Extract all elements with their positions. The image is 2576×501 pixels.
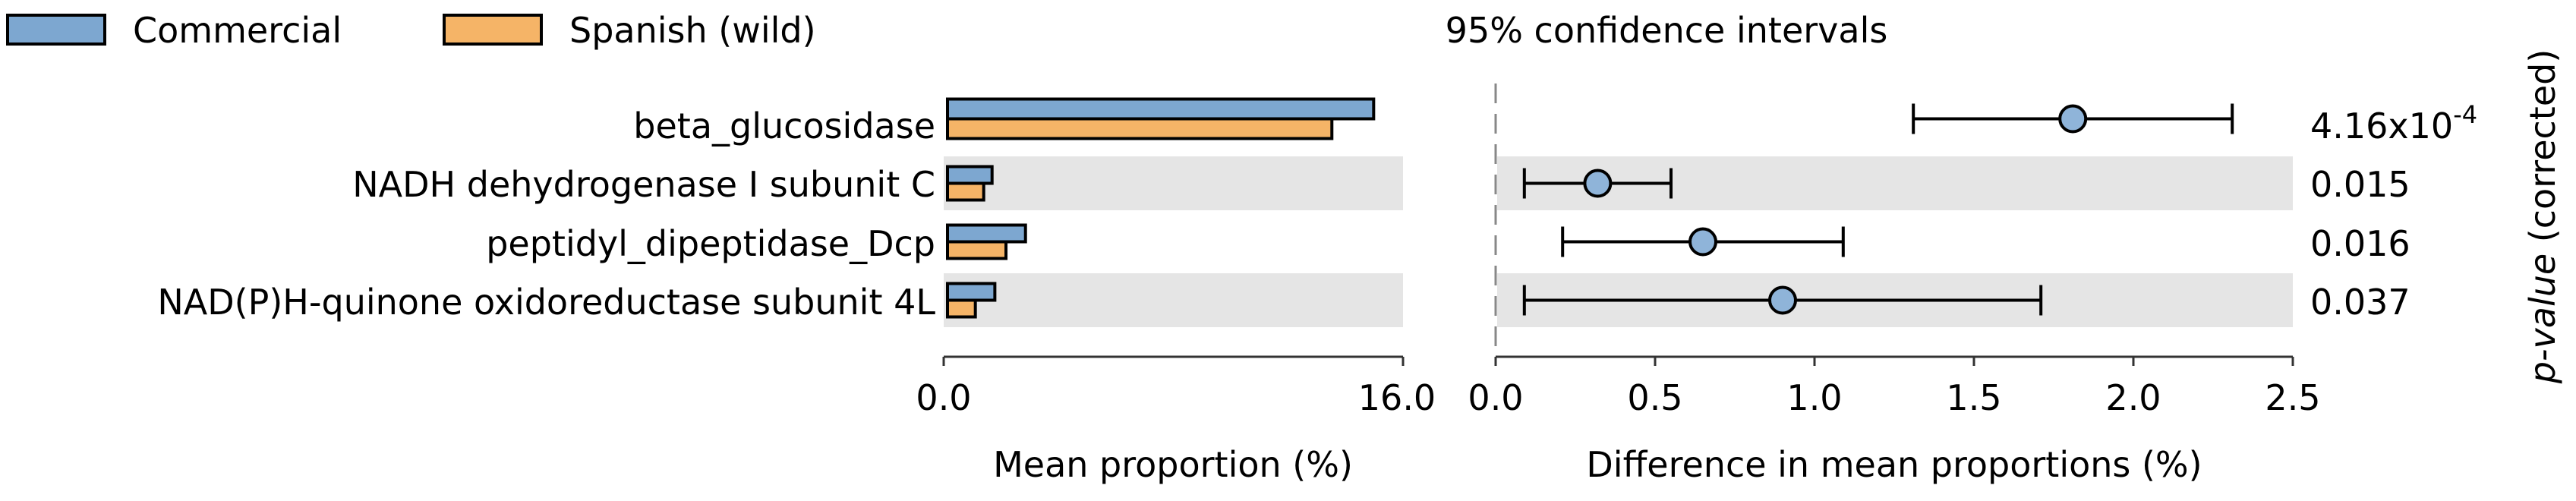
ci-point	[1583, 169, 1613, 198]
bar-wild	[946, 117, 1334, 140]
ci-title: 95% confidence intervals	[1446, 10, 1888, 51]
p-value: 4.16x10-4	[2310, 100, 2477, 147]
bar-commercial	[946, 282, 997, 302]
ci-point	[1688, 227, 1717, 257]
bar-commercial	[946, 165, 994, 185]
confidence-intervals	[1522, 103, 2234, 316]
bar-commercial	[946, 223, 1027, 244]
mean-proportion-axis: 0.0 16.0 Mean proportion (%)	[916, 355, 1436, 485]
bar-wild	[946, 181, 985, 202]
ci-tick-label: 0.0	[1468, 377, 1523, 418]
p-value-exponent: -4	[2453, 100, 2477, 129]
ci-tick-label: 1.0	[1786, 377, 1842, 418]
feature-label: peptidyl_dipeptidase_Dcp	[486, 223, 935, 264]
ci-axis: Difference in mean proportions (%) 0.0 0.…	[1468, 84, 2321, 485]
legend-label-commercial: Commercial	[133, 10, 342, 51]
feature-label: NAD(P)H-quinone oxidoreductase subunit 4…	[157, 282, 935, 323]
ci-tick-label: 2.5	[2265, 377, 2320, 418]
bar-wild	[946, 240, 1008, 260]
mean-tick-label: 16.0	[1358, 377, 1436, 418]
row-band-left	[944, 273, 1403, 327]
p-value: 0.037	[2310, 282, 2410, 323]
feature-label: beta_glucosidase	[633, 106, 935, 147]
bar-commercial	[946, 97, 1376, 121]
p-value: 0.015	[2310, 164, 2410, 205]
feature-labels: beta_glucosidase NADH dehydrogenase I su…	[157, 106, 935, 323]
feature-label: NADH dehydrogenase I subunit C	[352, 164, 935, 205]
p-value-axis-title: p-value (corrected)	[2522, 49, 2563, 385]
ci-point	[1768, 285, 1797, 315]
bar-wild	[946, 298, 977, 319]
row-bands	[944, 156, 2293, 327]
ci-tick-label: 2.0	[2105, 377, 2161, 418]
ci-tick-label: 1.5	[1946, 377, 2001, 418]
row-band-left	[944, 156, 1403, 210]
p-values: 4.16x10-4 0.015 0.016 0.037	[2310, 100, 2477, 323]
ci-axis-title: Difference in mean proportions (%)	[1586, 444, 2202, 485]
p-value: 0.016	[2310, 223, 2410, 264]
ci-point	[2058, 104, 2088, 134]
legend: Commercial Spanish (wild)	[6, 10, 816, 51]
mean-proportion-bars	[946, 97, 1376, 319]
legend-label-wild: Spanish (wild)	[569, 10, 816, 51]
mean-axis-title: Mean proportion (%)	[993, 444, 1353, 485]
legend-swatch-commercial	[6, 14, 106, 46]
ci-tick-label: 0.5	[1627, 377, 1682, 418]
legend-swatch-wild	[443, 14, 543, 46]
mean-tick-label: 0.0	[916, 377, 971, 418]
